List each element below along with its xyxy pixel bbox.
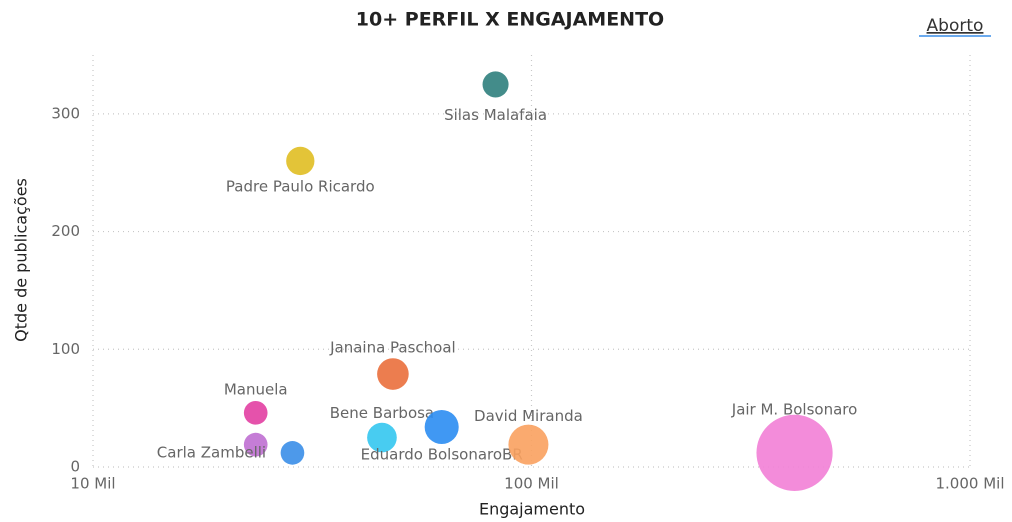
chart-title: 10+ PERFIL X ENGAJAMENTO <box>356 9 664 31</box>
data-label: David Miranda <box>474 407 583 425</box>
bubble <box>280 441 305 465</box>
data-label: Jair M. Bolsonaro <box>731 400 858 418</box>
bubble <box>756 414 833 491</box>
y-tick-label: 200 <box>51 222 80 240</box>
bubble <box>367 422 397 453</box>
bubble <box>508 424 549 465</box>
x-tick-label: 10 Mil <box>70 475 115 493</box>
x-axis-title: Engajamento <box>479 500 585 519</box>
bubble <box>424 409 459 445</box>
data-label: Eduardo BolsonaroBR <box>361 445 523 463</box>
y-tick-label: 0 <box>70 458 80 476</box>
bubble <box>286 146 315 176</box>
data-label: Silas Malafaia <box>444 106 547 124</box>
data-label: Manuela <box>224 380 288 398</box>
bubble <box>377 358 409 390</box>
y-tick-label: 100 <box>51 340 80 358</box>
filter-link[interactable]: Aborto <box>927 16 984 36</box>
bubble <box>243 401 268 425</box>
y-axis-title: Qtde de publicações <box>12 178 31 342</box>
data-label: Padre Paulo Ricardo <box>226 177 375 195</box>
data-label: Janaina Paschoal <box>329 339 456 357</box>
x-tick-label: 100 Mil <box>504 475 559 493</box>
bubble <box>243 432 268 457</box>
x-tick-label: 1.000 Mil <box>936 475 1005 493</box>
data-label: Carla Zambelli <box>157 443 266 461</box>
bubble <box>482 71 509 98</box>
y-tick-label: 300 <box>51 104 80 122</box>
data-label: Bene Barbosa <box>330 404 434 422</box>
